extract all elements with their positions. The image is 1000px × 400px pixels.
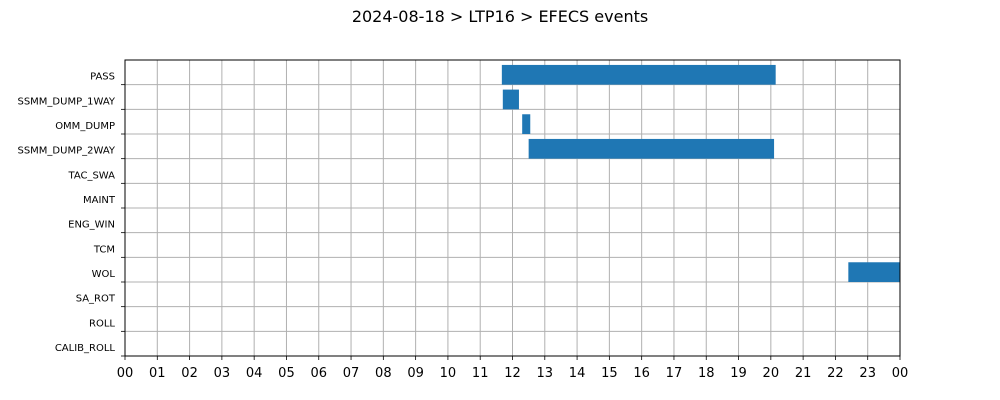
category-label: CALIB_ROLL — [55, 343, 116, 354]
category-label: TAC_SWA — [67, 170, 115, 181]
x-tick-label: 08 — [375, 366, 392, 381]
event-bar-omm-dump — [522, 114, 531, 134]
x-tick-label: 22 — [827, 366, 844, 381]
x-tick-label: 21 — [795, 366, 812, 381]
x-tick-label: 12 — [504, 366, 521, 381]
category-label: WOL — [92, 269, 116, 280]
x-tick-label: 18 — [698, 366, 715, 381]
x-tick-label: 06 — [310, 366, 327, 381]
x-tick-label: 04 — [246, 366, 263, 381]
category-label: SA_ROT — [76, 294, 116, 305]
category-labels: PASS SSMM_DUMP_1WAY OMM_DUMP SSMM_DUMP_2WAY… — [17, 72, 115, 354]
x-tick-label: 05 — [278, 366, 295, 381]
x-tick-label: 15 — [601, 366, 618, 381]
x-tick-label: 14 — [569, 366, 586, 381]
x-tick-label: 16 — [633, 366, 650, 381]
x-tick-label: 10 — [440, 366, 457, 381]
category-label: PASS — [90, 72, 115, 83]
x-tick-label: 13 — [537, 366, 554, 381]
x-tick-label: 11 — [472, 366, 489, 381]
x-tick-label: 17 — [666, 366, 683, 381]
category-label: MAINT — [83, 195, 116, 206]
plot-frame — [124, 59, 901, 357]
x-tick-label: 03 — [214, 366, 231, 381]
category-label: ENG_WIN — [68, 220, 115, 231]
x-tick-label: 19 — [730, 366, 747, 381]
category-label: SSMM_DUMP_2WAY — [17, 146, 115, 157]
category-label: OMM_DUMP — [55, 121, 115, 132]
event-bar-wol — [848, 262, 900, 282]
x-tick-label: 07 — [343, 366, 360, 381]
category-label: ROLL — [89, 318, 115, 329]
x-tick-label: 20 — [763, 366, 780, 381]
axis-ticks — [121, 84, 901, 360]
x-tick-label: 00 — [117, 366, 134, 381]
hour-tick-labels: 00 01 02 03 04 05 06 07 08 09 10 11 12 13 14 15 16 17 18 19… — [117, 366, 909, 381]
category-label: SSMM_DUMP_1WAY — [17, 96, 115, 107]
event-bar-ssmm-dump-1way — [502, 89, 519, 110]
x-tick-label: 00 — [892, 366, 909, 381]
category-label: TCM — [93, 244, 115, 255]
x-tick-label: 01 — [149, 366, 166, 381]
event-bar-ssmm-dump-2way — [528, 138, 775, 159]
x-tick-label: 02 — [181, 366, 198, 381]
x-tick-label: 23 — [859, 366, 876, 381]
event-bar-pass — [501, 64, 776, 85]
event-bars — [501, 64, 900, 282]
x-tick-label: 09 — [407, 366, 424, 381]
chart-title: 2024-08-18 > LTP16 > EFECS events — [352, 7, 648, 26]
